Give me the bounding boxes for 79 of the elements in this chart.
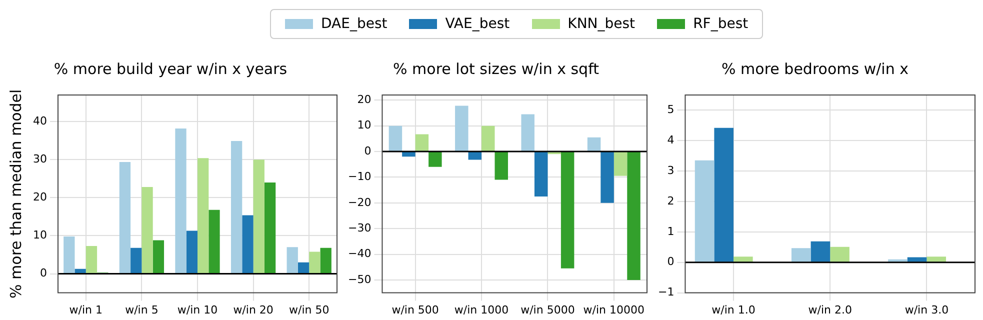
- bar: [230, 141, 242, 274]
- bar: [309, 252, 320, 274]
- chart-title: % more build year w/in x years: [54, 60, 288, 78]
- y-tick-label: 1: [667, 224, 674, 238]
- bar: [830, 246, 850, 262]
- bar: [907, 257, 927, 262]
- y-tick-label: 5: [667, 103, 674, 116]
- y-axis-title: % more than median model: [6, 89, 25, 298]
- bar: [130, 248, 142, 274]
- y-tick-label: 10: [357, 118, 372, 132]
- bar: [186, 230, 198, 274]
- y-tick-label: 0: [364, 144, 372, 158]
- bar: [560, 152, 574, 268]
- x-tick-label: w/in 50: [288, 303, 330, 316]
- y-tick-label: −10: [348, 170, 372, 184]
- x-tick-label: w/in 10000: [583, 303, 645, 316]
- y-tick-label: 2: [667, 194, 674, 208]
- bar: [198, 158, 209, 274]
- legend-label: KNN_best: [568, 16, 636, 32]
- y-tick-label: 40: [32, 114, 47, 128]
- bar: [791, 248, 811, 262]
- bar: [734, 256, 753, 262]
- bar: [810, 241, 830, 262]
- y-tick-label: 30: [32, 152, 47, 166]
- bar: [482, 126, 495, 152]
- y-tick-label: 20: [32, 190, 47, 204]
- bar: [521, 114, 534, 152]
- bar: [534, 152, 548, 196]
- legend-label: VAE_best: [445, 16, 510, 32]
- x-tick-label: w/in 1: [69, 303, 103, 316]
- y-tick-label: −1: [658, 286, 674, 299]
- x-tick-label: w/in 5000: [520, 303, 575, 316]
- y-tick-label: −50: [348, 272, 372, 286]
- bar: [320, 248, 332, 274]
- chart-title: % more lot sizes w/in x sqft: [393, 60, 600, 78]
- bar: [298, 262, 310, 274]
- bar: [152, 240, 164, 274]
- legend-label: DAE_best: [321, 16, 388, 32]
- y-tick-label: −20: [348, 196, 372, 209]
- bar: [388, 126, 402, 152]
- chart-title: % more bedrooms w/in x: [722, 60, 909, 78]
- x-tick-label: w/in 5: [125, 303, 158, 316]
- y-tick-label: 0: [667, 255, 674, 268]
- legend-label: RF_best: [693, 16, 748, 32]
- bar: [494, 152, 508, 180]
- bar: [694, 160, 714, 262]
- bar: [714, 128, 734, 262]
- bar: [286, 247, 298, 274]
- bar: [242, 215, 254, 274]
- bar: [926, 256, 946, 262]
- bar: [119, 162, 131, 274]
- bar: [86, 246, 98, 274]
- bar: [253, 160, 264, 274]
- bar: [208, 210, 220, 274]
- bar: [614, 152, 628, 176]
- bar: [175, 128, 186, 274]
- x-tick-label: w/in 10: [177, 303, 218, 316]
- y-tick-label: 3: [667, 164, 674, 177]
- bar: [455, 106, 468, 152]
- x-tick-label: w/in 2.0: [808, 303, 852, 316]
- x-tick-label: w/in 1000: [454, 303, 509, 316]
- bar: [415, 134, 429, 152]
- bar: [142, 187, 153, 274]
- bar: [64, 236, 75, 274]
- y-tick-label: −40: [348, 247, 372, 260]
- bar: [428, 152, 442, 167]
- bar: [627, 152, 640, 280]
- x-tick-label: w/in 3.0: [904, 303, 949, 316]
- y-tick-label: 20: [357, 92, 372, 106]
- bar: [264, 182, 276, 274]
- bar: [600, 152, 614, 203]
- y-tick-label: 10: [32, 228, 47, 242]
- x-tick-label: w/in 500: [392, 303, 439, 316]
- x-tick-label: w/in 20: [233, 303, 274, 316]
- y-tick-label: 0: [40, 266, 47, 280]
- x-tick-label: w/in 1.0: [712, 303, 756, 316]
- bar: [587, 137, 601, 152]
- y-tick-label: −30: [348, 221, 372, 234]
- y-tick-label: 4: [667, 134, 674, 147]
